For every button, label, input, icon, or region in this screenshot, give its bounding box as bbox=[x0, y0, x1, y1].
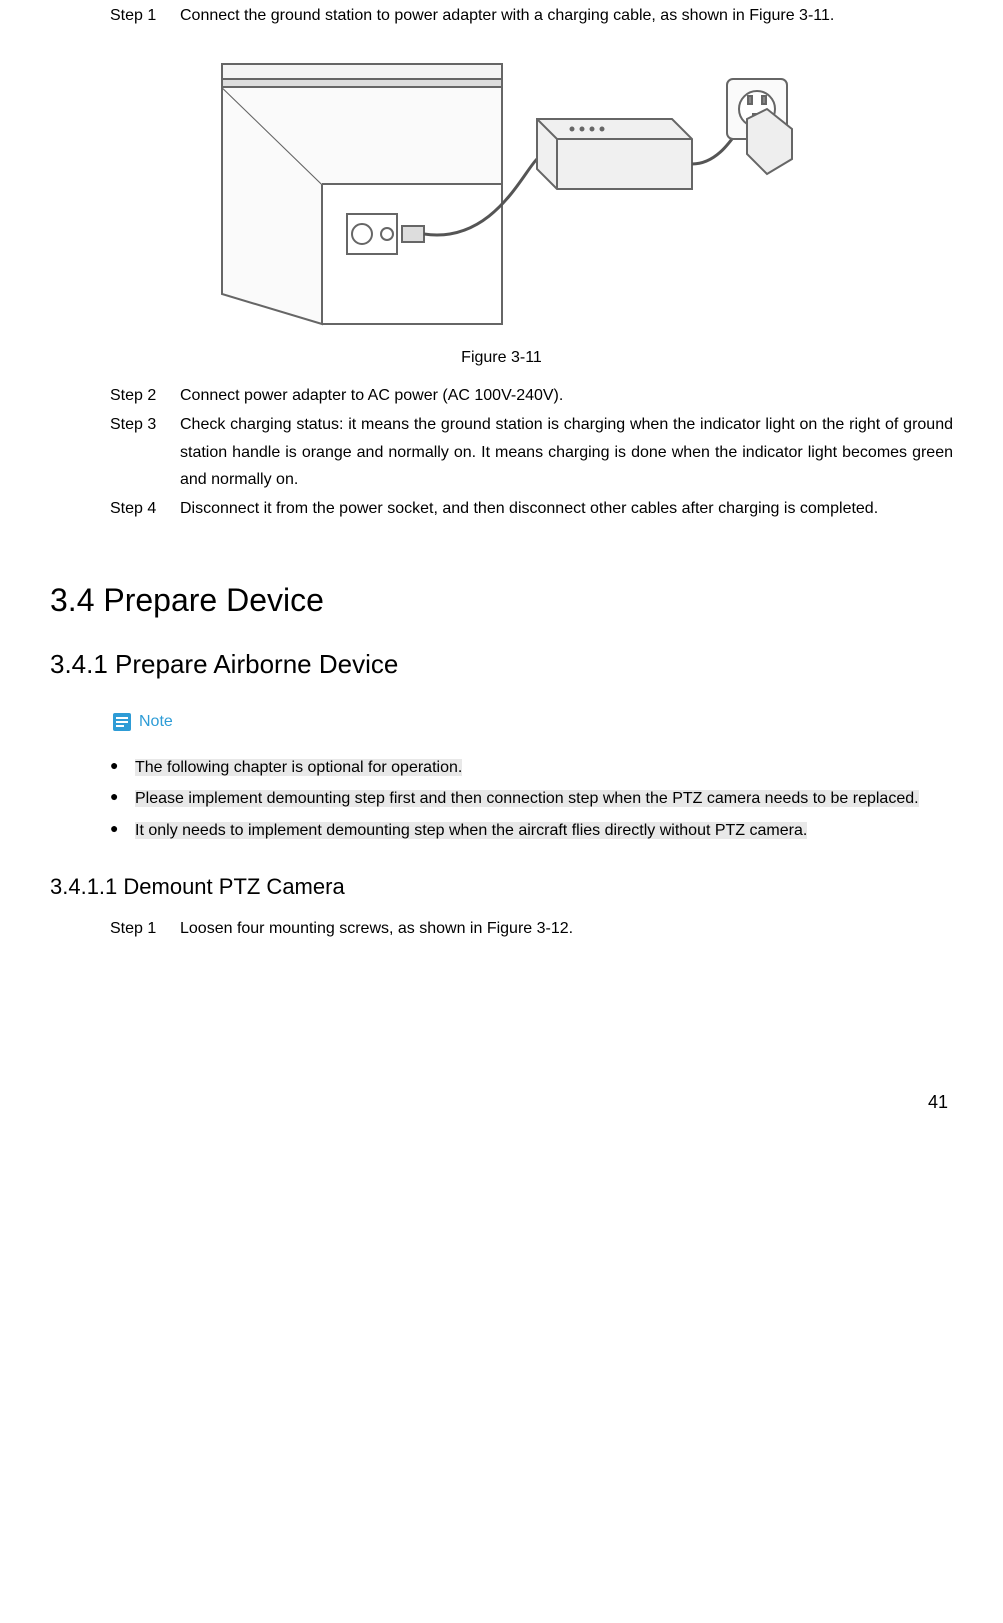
note-header: Note bbox=[110, 710, 953, 734]
step-row: Step 1 Connect the ground station to pow… bbox=[50, 2, 953, 29]
page-number: 41 bbox=[50, 1092, 953, 1113]
note-bullet-list: ● The following chapter is optional for … bbox=[110, 754, 953, 844]
step-row: Step 3 Check charging status: it means t… bbox=[50, 411, 953, 493]
step-text: Disconnect it from the power socket, and… bbox=[180, 495, 953, 522]
step-text: Connect the ground station to power adap… bbox=[180, 2, 953, 29]
note-label: Note bbox=[139, 713, 173, 731]
bullet-marker: ● bbox=[110, 754, 135, 781]
note-icon bbox=[110, 710, 134, 734]
list-item: ● Please implement demounting step first… bbox=[110, 785, 953, 812]
figure-3-11-illustration bbox=[192, 44, 812, 334]
step-label: Step 1 bbox=[110, 2, 180, 29]
step-label: Step 3 bbox=[110, 411, 180, 493]
section-heading-2: 3.4.1 Prepare Airborne Device bbox=[50, 649, 953, 680]
bullet-text: The following chapter is optional for op… bbox=[135, 754, 953, 781]
step-text: Check charging status: it means the grou… bbox=[180, 411, 953, 493]
bullet-text: It only needs to implement demounting st… bbox=[135, 817, 953, 844]
bullet-text: Please implement demounting step first a… bbox=[135, 785, 953, 812]
step-label: Step 2 bbox=[110, 382, 180, 409]
note-block: Note bbox=[50, 710, 953, 734]
step-row: Step 1 Loosen four mounting screws, as s… bbox=[50, 915, 953, 942]
document-page: Step 1 Connect the ground station to pow… bbox=[0, 2, 1003, 1143]
step-label: Step 4 bbox=[110, 495, 180, 522]
section-heading-1: 3.4 Prepare Device bbox=[50, 582, 953, 619]
step-text: Loosen four mounting screws, as shown in… bbox=[180, 915, 953, 942]
step-row: Step 2 Connect power adapter to AC power… bbox=[50, 382, 953, 409]
list-item: ● It only needs to implement demounting … bbox=[110, 817, 953, 844]
step-text: Connect power adapter to AC power (AC 10… bbox=[180, 382, 953, 409]
section-heading-3: 3.4.1.1 Demount PTZ Camera bbox=[50, 874, 953, 900]
figure-caption: Figure 3-11 bbox=[50, 349, 953, 367]
bullet-marker: ● bbox=[110, 785, 135, 812]
bullet-marker: ● bbox=[110, 817, 135, 844]
list-item: ● The following chapter is optional for … bbox=[110, 754, 953, 781]
figure-container: Figure 3-11 bbox=[50, 44, 953, 367]
step-row: Step 4 Disconnect it from the power sock… bbox=[50, 495, 953, 522]
step-label: Step 1 bbox=[110, 915, 180, 942]
